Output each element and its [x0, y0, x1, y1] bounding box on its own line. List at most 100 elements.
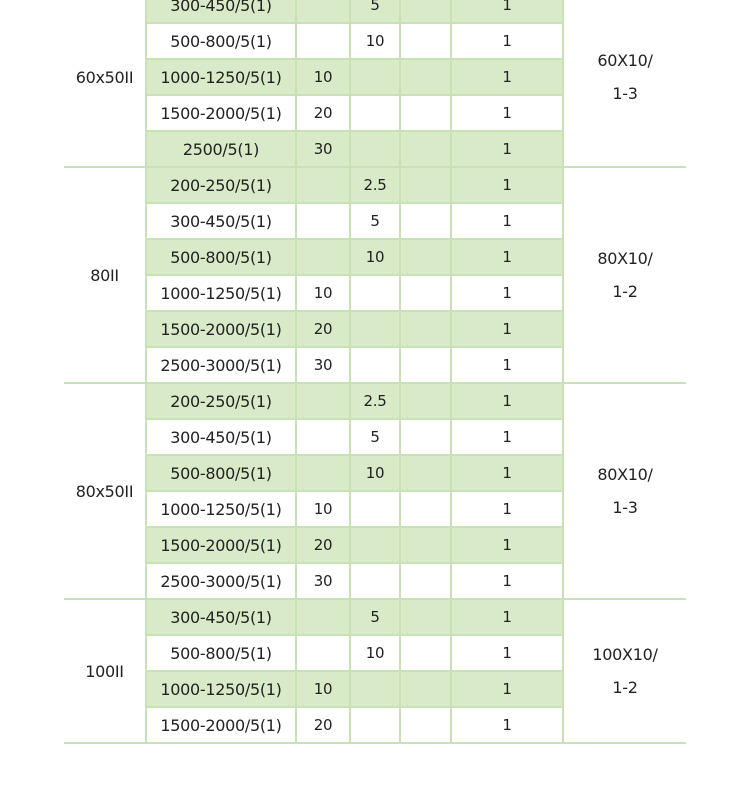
accuracy-1-cell: 5 — [349, 418, 401, 456]
table-row: 300-450/5(1) 5 1 — [64, 418, 686, 456]
ratio-cell: 200-250/5(1) — [145, 166, 297, 204]
table-row: 1500-2000/5(1) 20 1 — [64, 526, 686, 564]
accuracy-extra-cell — [399, 454, 452, 492]
accuracy-extra-cell — [399, 274, 452, 312]
accuracy-extra-cell — [399, 634, 452, 672]
turns-cell: 1 — [450, 598, 564, 636]
ratio-cell: 500-800/5(1) — [145, 22, 297, 60]
accuracy-extra-cell — [399, 166, 452, 204]
accuracy-extra-cell — [399, 238, 452, 276]
turns-cell: 1 — [450, 418, 564, 456]
accuracy-1-cell: 10 — [349, 634, 401, 672]
accuracy-1-cell: 10 — [349, 22, 401, 60]
table-row: 500-800/5(1) 10 1 — [64, 634, 686, 672]
accuracy-extra-cell — [399, 310, 452, 348]
accuracy-extra-cell — [399, 346, 452, 384]
table-row: 1000-1250/5(1) 10 1 — [64, 58, 686, 96]
turns-cell: 1 — [450, 346, 564, 384]
accuracy-extra-cell — [399, 562, 452, 600]
accuracy-1-cell — [349, 310, 401, 348]
accuracy-0-5-cell: 30 — [295, 130, 351, 168]
accuracy-1-cell — [349, 58, 401, 96]
accuracy-0-5-cell — [295, 634, 351, 672]
accuracy-extra-cell — [399, 382, 452, 420]
accuracy-1-cell: 5 — [349, 598, 401, 636]
table-row: 100II 300-450/5(1) 5 1 100X10/1-2 — [64, 598, 686, 744]
busbar-label: 60X10/ — [597, 51, 653, 70]
table-row: 500-800/5(1) 10 1 — [64, 22, 686, 60]
accuracy-0-5-cell: 10 — [295, 490, 351, 528]
accuracy-0-5-cell: 30 — [295, 346, 351, 384]
accuracy-extra-cell — [399, 58, 452, 96]
accuracy-extra-cell — [399, 202, 452, 240]
table-row: 2500/5(1) 30 1 — [64, 130, 686, 168]
accuracy-1-cell: 5 — [349, 0, 401, 24]
accuracy-0-5-cell: 20 — [295, 310, 351, 348]
ratio-cell: 2500/5(1) — [145, 130, 297, 168]
accuracy-extra-cell — [399, 22, 452, 60]
busbar-cell: 60X10/1-3 — [563, 0, 686, 168]
table-row: 1500-2000/5(1) 20 1 — [64, 94, 686, 132]
ratio-cell: 2500-3000/5(1) — [145, 346, 297, 384]
model-cell: 80II — [64, 166, 146, 384]
turns-cell: 1 — [450, 454, 564, 492]
turns-cell: 1 — [450, 706, 564, 744]
table-row: 1500-2000/5(1) 20 1 — [64, 310, 686, 348]
model-cell: 80x50II — [64, 382, 146, 600]
accuracy-0-5-cell — [295, 22, 351, 60]
table-row: 80x50II 200-250/5(1) 2.5 1 80X10/1-3 — [64, 382, 686, 600]
table-row: 500-800/5(1) 10 1 — [64, 238, 686, 276]
accuracy-0-5-cell — [295, 166, 351, 204]
accuracy-1-cell: 2.5 — [349, 382, 401, 420]
table-row: 80II 200-250/5(1) 2.5 1 80X10/1-2 — [64, 166, 686, 384]
table-row: 60x50II 300-450/5(1) 5 1 60X10/1-3 — [64, 0, 686, 168]
busbar-label: 1-3 — [612, 498, 638, 517]
ratio-cell: 2500-3000/5(1) — [145, 562, 297, 600]
turns-cell: 1 — [450, 58, 564, 96]
turns-cell: 1 — [450, 22, 564, 60]
turns-cell: 1 — [450, 202, 564, 240]
accuracy-0-5-cell: 20 — [295, 706, 351, 744]
ratio-cell: 200-250/5(1) — [145, 382, 297, 420]
accuracy-1-cell — [349, 274, 401, 312]
accuracy-extra-cell — [399, 130, 452, 168]
accuracy-0-5-cell: 20 — [295, 526, 351, 564]
ratio-cell: 1000-1250/5(1) — [145, 274, 297, 312]
table-row: 1000-1250/5(1) 10 1 — [64, 670, 686, 708]
ratio-cell: 500-800/5(1) — [145, 634, 297, 672]
accuracy-extra-cell — [399, 418, 452, 456]
accuracy-1-cell — [349, 562, 401, 600]
ratio-cell: 500-800/5(1) — [145, 238, 297, 276]
turns-cell: 1 — [450, 490, 564, 528]
ratio-cell: 500-800/5(1) — [145, 454, 297, 492]
table-row: 300-450/5(1) 5 1 — [64, 202, 686, 240]
accuracy-1-cell — [349, 706, 401, 744]
ratio-cell: 300-450/5(1) — [145, 418, 297, 456]
accuracy-extra-cell — [399, 670, 452, 708]
turns-cell: 1 — [450, 130, 564, 168]
ratio-cell: 1000-1250/5(1) — [145, 670, 297, 708]
ct-spec-table: 60x50II 300-450/5(1) 5 1 60X10/1-3 500-800/5(… — [64, 0, 686, 744]
accuracy-0-5-cell — [295, 418, 351, 456]
busbar-label: 80X10/ — [597, 249, 653, 268]
accuracy-extra-cell — [399, 0, 452, 24]
accuracy-0-5-cell — [295, 202, 351, 240]
busbar-cell: 80X10/1-3 — [563, 382, 686, 600]
turns-cell: 1 — [450, 382, 564, 420]
turns-cell: 1 — [450, 274, 564, 312]
table-row: 2500-3000/5(1) 30 1 — [64, 562, 686, 600]
accuracy-1-cell — [349, 526, 401, 564]
accuracy-1-cell: 2.5 — [349, 166, 401, 204]
busbar-label: 1-2 — [612, 282, 638, 301]
accuracy-1-cell: 5 — [349, 202, 401, 240]
turns-cell: 1 — [450, 562, 564, 600]
accuracy-extra-cell — [399, 598, 452, 636]
turns-cell: 1 — [450, 310, 564, 348]
busbar-label: 1-2 — [612, 678, 638, 697]
table-row: 1000-1250/5(1) 10 1 — [64, 274, 686, 312]
table-row: 1500-2000/5(1) 20 1 — [64, 706, 686, 744]
ratio-cell: 1000-1250/5(1) — [145, 490, 297, 528]
turns-cell: 1 — [450, 0, 564, 24]
accuracy-extra-cell — [399, 94, 452, 132]
accuracy-1-cell — [349, 346, 401, 384]
